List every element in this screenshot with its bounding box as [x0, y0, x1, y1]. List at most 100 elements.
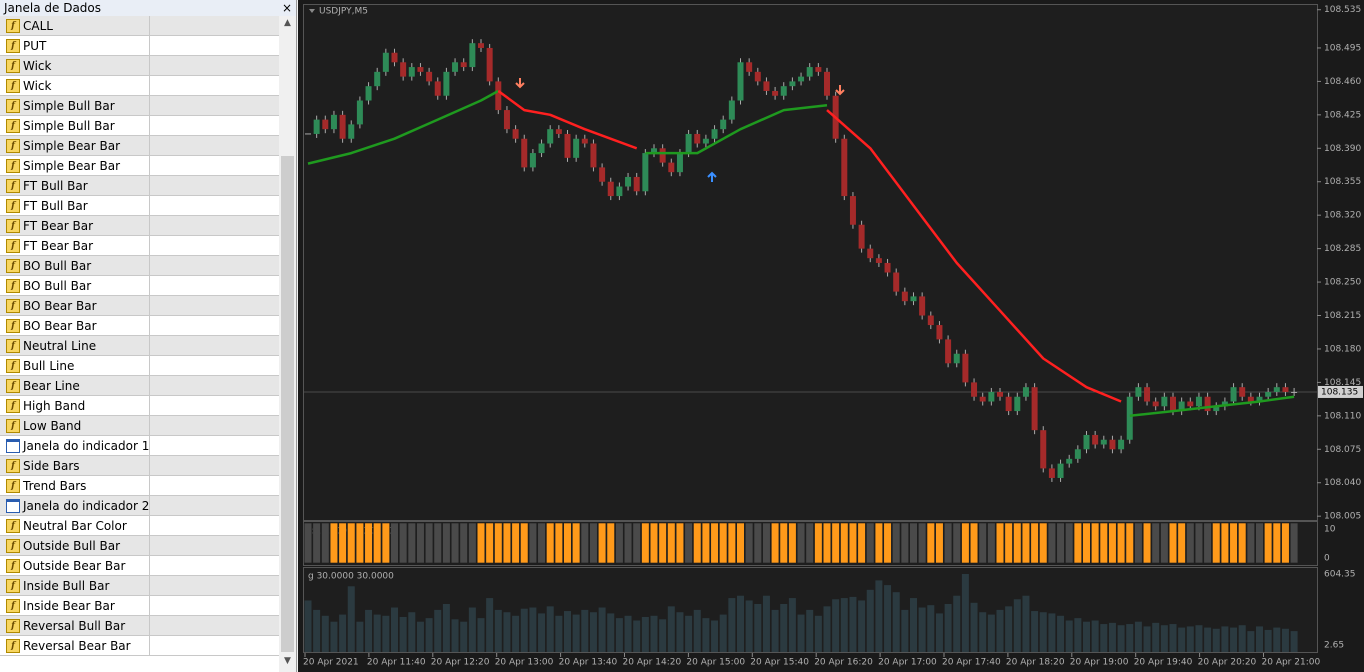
data-row[interactable]: f Simple Bear Bar: [0, 136, 279, 156]
data-row[interactable]: f Inside Bull Bar: [0, 576, 279, 596]
volume-bar: [1091, 620, 1099, 652]
candle: [910, 296, 917, 302]
data-row[interactable]: f Wick: [0, 76, 279, 96]
data-row[interactable]: f Neutral Bar Color: [0, 516, 279, 536]
candle: [348, 124, 355, 139]
volume-bar: [382, 615, 390, 652]
row-icon: f: [6, 38, 20, 53]
candle: [1014, 396, 1021, 412]
candle: [1291, 391, 1298, 393]
row-name: Simple Bull Bar: [23, 118, 115, 133]
volume-bar: [615, 618, 623, 652]
indicator-line: [307, 89, 1295, 418]
volume-bar: [313, 609, 321, 652]
state-bar: [926, 522, 935, 564]
data-row[interactable]: Janela do indicador 2: [0, 496, 279, 516]
volume-bar: [641, 616, 649, 652]
volume-bar: [425, 618, 433, 652]
candle: [754, 71, 761, 82]
data-row[interactable]: f CALL: [0, 16, 279, 36]
data-row[interactable]: f PUT: [0, 36, 279, 56]
data-row[interactable]: f BO Bear Bar: [0, 296, 279, 316]
data-row[interactable]: f Reversal Bull Bar: [0, 616, 279, 636]
y-tick-label: 108.425: [1324, 110, 1361, 120]
volume-bar: [892, 592, 900, 652]
state-bar: [1160, 522, 1169, 564]
volume-bar: [1264, 629, 1272, 652]
volume-bar: [1074, 618, 1082, 652]
candle: [1247, 396, 1254, 402]
data-row[interactable]: f Bull Line: [0, 356, 279, 376]
row-icon: f: [6, 638, 20, 653]
volume-bar: [624, 615, 632, 652]
data-row[interactable]: f Outside Bear Bar: [0, 556, 279, 576]
candle: [642, 153, 649, 192]
scroll-up[interactable]: ▲: [284, 18, 291, 28]
data-row[interactable]: f Bear Line: [0, 376, 279, 396]
row-value-cell: [150, 56, 279, 75]
state-bar: [537, 522, 546, 564]
data-row[interactable]: f Trend Bars: [0, 476, 279, 496]
data-row[interactable]: f Simple Bull Bar: [0, 116, 279, 136]
scrollbar[interactable]: ▲ ▼: [279, 16, 296, 672]
volume-bar: [373, 614, 381, 652]
row-value-cell: [150, 556, 279, 575]
volume-bar: [321, 615, 329, 652]
data-row[interactable]: f Simple Bear Bar: [0, 156, 279, 176]
data-row[interactable]: f BO Bull Bar: [0, 256, 279, 276]
data-row[interactable]: f FT Bear Bar: [0, 216, 279, 236]
data-row[interactable]: f FT Bear Bar: [0, 236, 279, 256]
close-button[interactable]: ×: [281, 1, 292, 15]
state-bar: [381, 522, 390, 564]
state-bar: [632, 522, 641, 564]
row-name: Reversal Bull Bar: [23, 618, 126, 633]
data-row[interactable]: f High Band: [0, 396, 279, 416]
candle: [1126, 396, 1133, 440]
candle: [1239, 387, 1246, 397]
volume-bar: [797, 614, 805, 652]
data-row[interactable]: f Neutral Line: [0, 336, 279, 356]
state-bar: [952, 522, 961, 564]
row-name-cell: f Simple Bear Bar: [0, 136, 150, 155]
volume-bar: [1083, 621, 1090, 652]
symbol-menu[interactable]: [309, 9, 315, 13]
state-bar: [779, 522, 788, 564]
candle: [573, 138, 580, 158]
volume-bar: [1169, 624, 1177, 652]
row-icon: f: [6, 418, 20, 433]
scroll-thumb[interactable]: [281, 156, 294, 652]
row-name-cell: f Outside Bull Bar: [0, 536, 150, 555]
data-row[interactable]: f BO Bear Bar: [0, 316, 279, 336]
data-row[interactable]: f Low Band: [0, 416, 279, 436]
data-row[interactable]: f Inside Bear Bar: [0, 596, 279, 616]
state-bar: [424, 522, 434, 564]
volume-bar: [676, 612, 684, 652]
data-row[interactable]: f Wick: [0, 56, 279, 76]
data-row[interactable]: f FT Bull Bar: [0, 176, 279, 196]
data-row[interactable]: f Simple Bull Bar: [0, 96, 279, 116]
x-tick-label: 20 Apr 17:00: [878, 658, 937, 668]
row-name-cell: f FT Bull Bar: [0, 176, 150, 195]
state-bar: [745, 522, 754, 564]
state-bar: [494, 522, 503, 564]
volume-bar: [1178, 627, 1186, 652]
candle: [668, 162, 675, 173]
volume-bar: [780, 603, 788, 652]
data-row[interactable]: f Outside Bull Bar: [0, 536, 279, 556]
row-icon: f: [6, 78, 20, 93]
scroll-down[interactable]: ▼: [284, 656, 291, 666]
data-row[interactable]: Janela do indicador 1: [0, 436, 279, 456]
state-bar: [684, 522, 693, 564]
row-icon: f: [6, 258, 20, 273]
data-row[interactable]: f Side Bars: [0, 456, 279, 476]
y-tick-label: 108.250: [1324, 278, 1361, 288]
row-name: Janela do indicador 1: [23, 438, 150, 453]
candle: [806, 67, 813, 77]
data-row[interactable]: f Reversal Bear Bar: [0, 636, 279, 656]
y-tick-label: 108.145: [1324, 378, 1361, 388]
candle: [763, 81, 770, 91]
data-row[interactable]: f BO Bull Bar: [0, 276, 279, 296]
state-bar: [831, 522, 840, 564]
candle: [815, 67, 822, 72]
data-row[interactable]: f FT Bull Bar: [0, 196, 279, 216]
